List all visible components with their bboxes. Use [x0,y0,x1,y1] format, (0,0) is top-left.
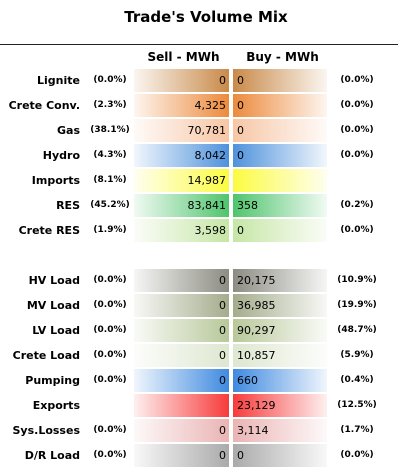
sell-percent: (4.3%) [93,150,127,160]
sell-percent: (0.0%) [93,275,127,285]
row-category-label: Sys.Losses [12,424,81,437]
buy-value-cell: 0 [233,144,327,167]
sell-value-cell [134,244,229,267]
row-category-label: Pumping [25,374,80,387]
row-category-label: D/R Load [24,449,80,462]
sell-percent: (0.0%) [93,425,127,435]
table-row: Lignite (0.0%) 0 0 (0.0%) [0,69,412,92]
buy-percent: (0.4%) [340,375,374,385]
row-category-label: Gas [57,124,80,137]
sell-value-cell: 14,987 [134,169,229,192]
sell-column-header: Sell - MWh [147,50,220,64]
sell-percent: (1.9%) [93,225,127,235]
sell-value-cell [134,394,229,417]
buy-percent: (0.0%) [340,150,374,160]
buy-value-cell: 0 [233,94,327,117]
sell-value-cell: 0 [134,269,229,292]
buy-value-cell: 20,175 [233,269,327,292]
sell-percent: (0.0%) [93,300,127,310]
table-row: Gas (38.1%) 70,781 0 (0.0%) [0,119,412,142]
sell-percent: (8.1%) [93,175,127,185]
sell-value-cell: 0 [134,294,229,317]
table-row: RES (45.2%) 83,841 358 (0.2%) [0,194,412,217]
table-row: Crete Conv. (2.3%) 4,325 0 (0.0%) [0,94,412,117]
buy-value-cell: 0 [233,219,327,242]
buy-value-cell: 0 [233,69,327,92]
buy-value-cell: 23,129 [233,394,327,417]
table-row: Crete Load (0.0%) 0 10,857 (5.9%) [0,344,412,367]
sell-percent: (2.3%) [93,100,127,110]
sell-value-cell: 83,841 [134,194,229,217]
buy-value-cell [233,244,327,267]
row-category-label: Hydro [42,149,80,162]
buy-percent: (1.7%) [340,425,374,435]
sell-value-cell: 3,598 [134,219,229,242]
sell-percent: (0.0%) [93,375,127,385]
table-row [0,244,412,267]
buy-percent: (12.5%) [337,400,377,410]
buy-percent: (0.0%) [340,100,374,110]
sell-percent: (45.2%) [90,200,130,210]
buy-percent: (0.0%) [340,225,374,235]
sell-percent: (0.0%) [93,350,127,360]
table-row: Pumping (0.0%) 0 660 (0.4%) [0,369,412,392]
buy-percent: (19.9%) [337,300,377,310]
buy-percent: (10.9%) [337,275,377,285]
table-row: Sys.Losses (0.0%) 0 3,114 (1.7%) [0,419,412,442]
buy-value-cell: 0 [233,444,327,467]
buy-value-cell: 0 [233,119,327,142]
buy-percent: (0.0%) [340,450,374,460]
row-category-label: Crete RES [18,224,80,237]
sell-value-cell: 8,042 [134,144,229,167]
row-category-label: Lignite [37,74,80,87]
sell-value-cell: 4,325 [134,94,229,117]
sell-percent: (0.0%) [93,450,127,460]
sell-percent: (0.0%) [93,325,127,335]
buy-percent: (5.9%) [340,350,374,360]
sell-value-cell: 0 [134,69,229,92]
buy-value-cell: 358 [233,194,327,217]
chart-title: Trade's Volume Mix [124,8,288,26]
row-category-label: Crete Conv. [8,99,80,112]
row-category-label: LV Load [32,324,80,337]
row-category-label: MV Load [26,299,80,312]
row-category-label: HV Load [28,274,80,287]
sell-value-cell: 0 [134,319,229,342]
row-category-label: Imports [31,174,80,187]
buy-column-header: Buy - MWh [246,50,319,64]
buy-value-cell: 3,114 [233,419,327,442]
sell-percent: (38.1%) [90,125,130,135]
table-row: LV Load (0.0%) 0 90,297 (48.7%) [0,319,412,342]
buy-value-cell: 90,297 [233,319,327,342]
buy-percent: (0.0%) [340,75,374,85]
table-row: D/R Load (0.0%) 0 0 (0.0%) [0,444,412,467]
title-divider [0,44,398,45]
sell-value-cell: 0 [134,419,229,442]
table-row: Crete RES (1.9%) 3,598 0 (0.0%) [0,219,412,242]
row-category-label: RES [56,199,80,212]
table-row: Imports (8.1%) 14,987 [0,169,412,192]
buy-percent: (48.7%) [337,325,377,335]
sell-percent: (0.0%) [93,75,127,85]
sell-value-cell: 0 [134,344,229,367]
sell-value-cell: 0 [134,444,229,467]
row-category-label: Crete Load [12,349,80,362]
buy-percent: (0.2%) [340,200,374,210]
buy-value-cell: 10,857 [233,344,327,367]
table-row: HV Load (0.0%) 0 20,175 (10.9%) [0,269,412,292]
sell-value-cell: 70,781 [134,119,229,142]
table-row: Exports 23,129 (12.5%) [0,394,412,417]
row-category-label: Exports [32,399,80,412]
buy-percent: (0.0%) [340,125,374,135]
buy-value-cell [233,169,327,192]
table-row: Hydro (4.3%) 8,042 0 (0.0%) [0,144,412,167]
buy-value-cell: 36,985 [233,294,327,317]
buy-value-cell: 660 [233,369,327,392]
table-row: MV Load (0.0%) 0 36,985 (19.9%) [0,294,412,317]
sell-value-cell: 0 [134,369,229,392]
